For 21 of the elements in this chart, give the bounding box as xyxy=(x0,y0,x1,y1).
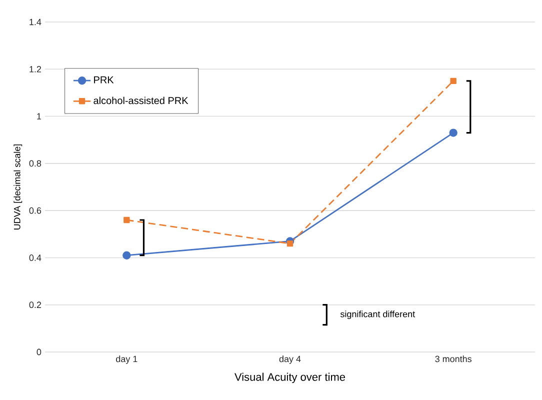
legend-label: PRK xyxy=(94,76,114,84)
y-tick-label: 1.2 xyxy=(30,66,42,72)
x-tick-label: day 4 xyxy=(279,356,301,364)
x-axis-title: Visual Acuity over time xyxy=(234,372,346,384)
x-tick-label: day 1 xyxy=(116,356,138,364)
y-tick-label: 0 xyxy=(36,348,42,356)
point xyxy=(124,216,130,224)
annotation: significant different xyxy=(340,310,415,320)
y-tick-label: 0.8 xyxy=(29,160,42,167)
y-tick-label: 0.4 xyxy=(29,254,42,261)
y-tick-label: 0.6 xyxy=(29,207,42,214)
y-axis-title: UDVA [decimal scale] xyxy=(14,144,22,230)
point xyxy=(450,78,456,84)
point xyxy=(122,251,131,260)
y-tick-label: 1 xyxy=(37,113,42,120)
x-tick-label: 3 months xyxy=(435,356,472,362)
legend-label: alcohol-assisted PRK xyxy=(94,96,188,104)
y-tick-label: 0.2 xyxy=(29,302,42,308)
point xyxy=(449,128,458,137)
y-tick-label: 1.4 xyxy=(30,18,42,26)
point xyxy=(286,240,294,247)
